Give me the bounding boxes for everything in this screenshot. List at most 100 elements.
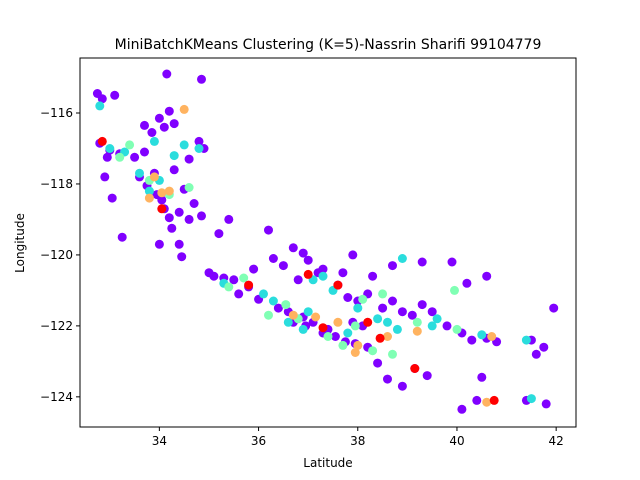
data-point bbox=[117, 232, 127, 242]
data-point bbox=[288, 310, 298, 320]
data-point bbox=[95, 101, 105, 111]
x-tick-label: 38 bbox=[350, 434, 365, 448]
data-point bbox=[343, 293, 353, 302]
data-point bbox=[268, 254, 278, 263]
data-point bbox=[482, 397, 492, 407]
data-point bbox=[115, 152, 125, 162]
data-point bbox=[100, 172, 110, 182]
data-point bbox=[375, 333, 385, 343]
data-point bbox=[179, 140, 189, 150]
data-point bbox=[293, 275, 303, 285]
data-point bbox=[477, 330, 487, 340]
data-point bbox=[102, 152, 112, 162]
data-point bbox=[264, 310, 273, 320]
data-point bbox=[383, 317, 392, 327]
plot-frame bbox=[79, 57, 577, 428]
data-point bbox=[164, 106, 174, 116]
data-point bbox=[194, 144, 204, 153]
data-point bbox=[410, 364, 420, 373]
data-point bbox=[224, 214, 234, 224]
data-point bbox=[373, 358, 383, 368]
data-point bbox=[184, 154, 194, 164]
x-axis-ticks: 34 36 38 40 42 bbox=[152, 427, 564, 448]
data-point bbox=[407, 310, 417, 320]
data-point bbox=[159, 122, 169, 132]
x-tick-label: 36 bbox=[251, 434, 266, 448]
data-point bbox=[177, 252, 187, 262]
data-point bbox=[489, 395, 499, 405]
data-point bbox=[140, 147, 149, 157]
x-tick-label: 34 bbox=[152, 434, 167, 448]
data-point bbox=[323, 332, 333, 341]
data-point bbox=[164, 186, 174, 196]
data-point bbox=[224, 282, 234, 292]
data-point bbox=[378, 303, 388, 313]
data-point bbox=[130, 152, 140, 162]
data-point bbox=[318, 323, 328, 333]
data-point bbox=[467, 335, 477, 345]
data-point bbox=[214, 229, 224, 239]
data-point bbox=[432, 314, 442, 324]
data-point bbox=[368, 346, 378, 356]
data-point bbox=[162, 69, 172, 79]
data-point bbox=[169, 119, 179, 129]
data-point bbox=[450, 285, 459, 295]
data-point bbox=[350, 321, 360, 331]
data-point bbox=[333, 317, 343, 327]
data-point bbox=[144, 186, 154, 196]
data-point bbox=[526, 394, 536, 404]
data-point bbox=[487, 332, 497, 341]
data-point bbox=[268, 296, 278, 306]
data-point bbox=[392, 324, 402, 334]
data-point bbox=[383, 374, 392, 384]
data-point bbox=[452, 324, 462, 334]
data-point bbox=[229, 275, 239, 285]
data-point bbox=[368, 271, 378, 281]
data-point bbox=[197, 74, 206, 84]
data-point bbox=[442, 321, 452, 331]
data-point bbox=[169, 151, 179, 161]
y-tick-label: −116 bbox=[40, 106, 73, 120]
data-point bbox=[110, 90, 120, 100]
y-tick-label: −120 bbox=[40, 248, 73, 262]
y-tick-label: −122 bbox=[40, 319, 73, 333]
data-point bbox=[477, 372, 487, 382]
data-point bbox=[539, 342, 549, 352]
data-point bbox=[154, 239, 164, 249]
data-point bbox=[264, 225, 273, 235]
data-point bbox=[234, 289, 244, 299]
data-point bbox=[157, 195, 167, 205]
data-point bbox=[318, 271, 328, 281]
data-point bbox=[541, 399, 551, 409]
x-tick-label: 42 bbox=[549, 434, 564, 448]
data-point bbox=[298, 324, 308, 334]
data-point bbox=[549, 303, 559, 313]
y-tick-label: −124 bbox=[40, 390, 73, 404]
data-point bbox=[278, 261, 288, 271]
data-point bbox=[167, 223, 177, 233]
data-point bbox=[462, 278, 472, 288]
data-point bbox=[373, 314, 383, 324]
data-point bbox=[174, 207, 184, 217]
data-point bbox=[288, 243, 298, 253]
data-point bbox=[353, 303, 363, 313]
data-point bbox=[147, 128, 157, 137]
data-point bbox=[197, 211, 206, 221]
data-point bbox=[353, 340, 363, 350]
data-point bbox=[144, 193, 154, 203]
data-point bbox=[378, 289, 388, 299]
data-point bbox=[417, 257, 427, 267]
data-point bbox=[157, 188, 167, 198]
data-point bbox=[149, 136, 159, 146]
data-point bbox=[350, 348, 360, 357]
data-point bbox=[397, 381, 407, 391]
data-point bbox=[397, 307, 407, 317]
data-point bbox=[125, 140, 135, 150]
data-point bbox=[427, 307, 437, 317]
data-point bbox=[427, 321, 437, 331]
data-point bbox=[521, 335, 531, 345]
data-point bbox=[239, 273, 249, 283]
data-point bbox=[107, 193, 117, 203]
y-axis-ticks: −116 −118 −120 −122 −124 bbox=[40, 106, 80, 404]
